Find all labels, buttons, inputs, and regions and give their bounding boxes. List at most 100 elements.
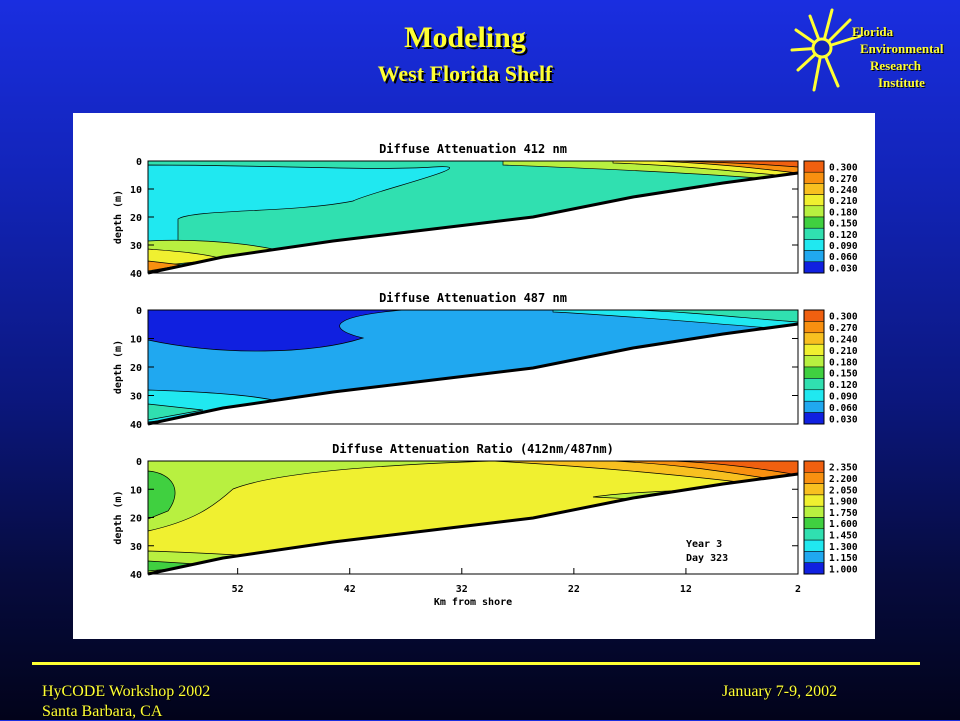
colorbar bbox=[803, 309, 825, 425]
y-axis-label: depth (m) bbox=[113, 190, 124, 244]
bathymetry-line bbox=[147, 472, 799, 576]
colorbar-label: 1.750 bbox=[829, 508, 858, 519]
colorbar-label: 0.090 bbox=[829, 241, 858, 252]
colorbar-label: 0.180 bbox=[829, 357, 858, 368]
colorbar-swatch bbox=[803, 216, 825, 229]
x-tick-label: 2 bbox=[795, 584, 801, 595]
colorbar-swatch bbox=[803, 551, 825, 563]
logo-text-institute: Institute bbox=[878, 75, 925, 90]
colorbar-label: 0.270 bbox=[829, 323, 858, 334]
y-axis-label: depth (m) bbox=[113, 490, 124, 544]
y-tick-label: 0 bbox=[136, 157, 142, 168]
slide-title: Modeling bbox=[404, 21, 526, 54]
colorbar-label: 0.300 bbox=[829, 163, 858, 174]
colorbar-swatch bbox=[803, 309, 825, 322]
x-tick-label: 52 bbox=[232, 584, 244, 595]
colorbar-label: 2.050 bbox=[829, 485, 858, 496]
colorbar-label: 0.060 bbox=[829, 252, 858, 263]
y-tick-label: 20 bbox=[130, 363, 142, 374]
colorbar-label: 0.120 bbox=[829, 230, 858, 241]
colorbar-label: 0.060 bbox=[829, 403, 858, 414]
colorbar-label: 1.000 bbox=[829, 564, 858, 575]
y-axis-label: depth (m) bbox=[113, 340, 124, 394]
colorbar-label: 1.450 bbox=[829, 530, 858, 541]
colorbar-label: 0.030 bbox=[829, 263, 858, 274]
colorbar-swatch bbox=[803, 494, 825, 507]
footer-event: HyCODE Workshop 2002 bbox=[42, 683, 211, 700]
footer-rule bbox=[32, 662, 920, 665]
colorbar-label: 1.600 bbox=[829, 519, 858, 530]
colorbar-frame bbox=[803, 460, 825, 575]
colorbar-label: 1.300 bbox=[829, 542, 858, 553]
y-tick-label: 10 bbox=[130, 185, 142, 196]
colorbar-swatch bbox=[803, 505, 825, 518]
contour-band bbox=[147, 470, 176, 520]
fери-logo: Florida Environmental Research Institute bbox=[788, 6, 958, 96]
logo-text-environmental: Environmental bbox=[860, 41, 944, 56]
colorbar-swatch bbox=[803, 355, 825, 368]
colorbar-label: 0.240 bbox=[829, 335, 858, 346]
plot-title: Diffuse Attenuation 487 nm bbox=[379, 291, 567, 305]
colorbar-swatch bbox=[803, 160, 825, 173]
colorbar-swatch bbox=[803, 227, 825, 240]
y-tick-label: 40 bbox=[130, 420, 142, 431]
plot-title: Diffuse Attenuation 412 nm bbox=[379, 142, 567, 156]
colorbar-label: 2.350 bbox=[829, 463, 858, 474]
y-tick-label: 0 bbox=[136, 306, 142, 317]
bathymetry-line bbox=[147, 322, 799, 426]
x-tick-label: 42 bbox=[344, 584, 356, 595]
plot-annotation: Year 3 bbox=[686, 539, 722, 550]
colorbar-swatch bbox=[803, 194, 825, 207]
colorbar-swatch bbox=[803, 366, 825, 379]
x-tick-label: 12 bbox=[680, 584, 692, 595]
colorbar-swatch bbox=[803, 400, 825, 413]
contour-band bbox=[147, 164, 450, 257]
colorbar bbox=[803, 160, 825, 274]
colorbar-swatch bbox=[803, 261, 825, 274]
sun-icon bbox=[790, 8, 862, 92]
colorbar-swatch bbox=[803, 528, 825, 541]
colorbar-swatch bbox=[803, 539, 825, 552]
colorbar-swatch bbox=[803, 183, 825, 195]
colorbar-frame bbox=[803, 160, 825, 274]
colorbar-label: 0.150 bbox=[829, 219, 858, 230]
y-tick-label: 0 bbox=[136, 457, 142, 468]
colorbar-swatch bbox=[803, 343, 825, 356]
colorbar-swatch bbox=[803, 239, 825, 251]
colorbar-swatch bbox=[803, 562, 825, 575]
colorbar-label: 1.900 bbox=[829, 497, 858, 508]
colorbar-swatch bbox=[803, 378, 825, 391]
plot-annotation: Day 323 bbox=[686, 553, 728, 564]
y-tick-label: 30 bbox=[130, 241, 142, 252]
colorbar-swatch bbox=[803, 472, 825, 484]
colorbar-label: 0.090 bbox=[829, 392, 858, 403]
colorbar bbox=[803, 460, 825, 575]
colorbar-swatch bbox=[803, 332, 825, 345]
y-tick-label: 10 bbox=[130, 335, 142, 346]
colorbar-label: 0.210 bbox=[829, 346, 858, 357]
contour-plots: Diffuse Attenuation 412 nm010203040depth… bbox=[113, 142, 858, 608]
colorbar-swatch bbox=[803, 171, 825, 184]
y-tick-label: 30 bbox=[130, 392, 142, 403]
x-tick-label: 22 bbox=[568, 584, 580, 595]
footer-date: January 7-9, 2002 bbox=[722, 683, 838, 700]
colorbar-label: 0.210 bbox=[829, 196, 858, 207]
colorbar-swatch bbox=[803, 250, 825, 263]
colorbar-label: 0.120 bbox=[829, 380, 858, 391]
colorbar-swatch bbox=[803, 483, 825, 496]
colorbar-label: 0.180 bbox=[829, 207, 858, 218]
logo-text-research: Research bbox=[870, 58, 922, 73]
y-tick-label: 20 bbox=[130, 514, 142, 525]
y-tick-label: 40 bbox=[130, 570, 142, 581]
colorbar-swatch bbox=[803, 389, 825, 402]
colorbar-swatch bbox=[803, 412, 825, 425]
colorbar-swatch bbox=[803, 205, 825, 218]
colorbar-frame bbox=[803, 309, 825, 425]
contour-band bbox=[147, 309, 404, 352]
y-tick-label: 30 bbox=[130, 542, 142, 553]
colorbar-label: 0.240 bbox=[829, 185, 858, 196]
plot-2 bbox=[147, 309, 825, 426]
y-tick-label: 20 bbox=[130, 213, 142, 224]
colorbar-label: 0.030 bbox=[829, 414, 858, 425]
contour-band bbox=[147, 460, 494, 532]
